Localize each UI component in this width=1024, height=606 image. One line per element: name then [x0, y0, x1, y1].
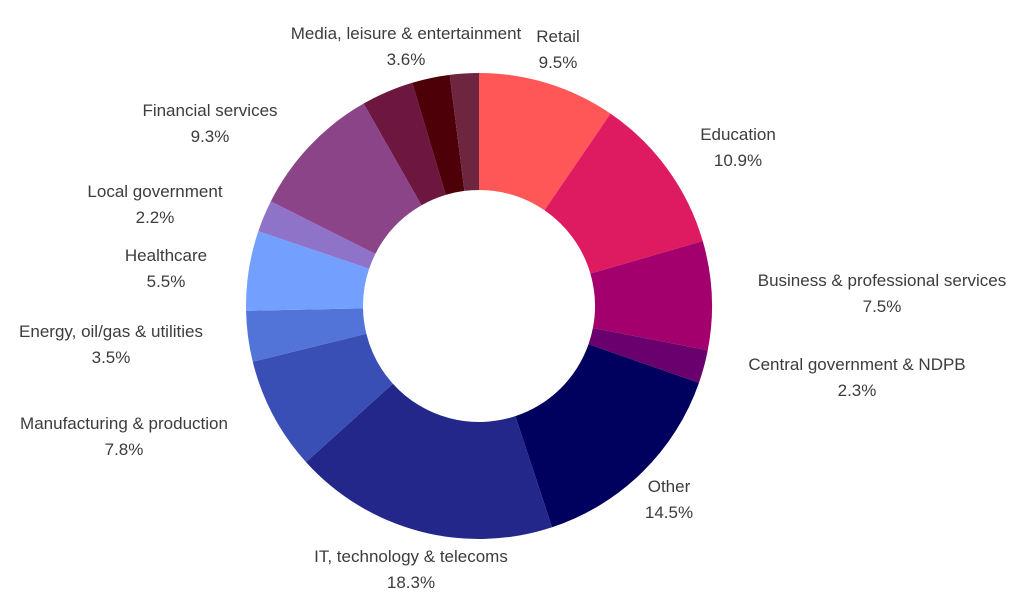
slice-label-local-government: Local government — [87, 182, 222, 201]
slice-value-media-leisure-and-entertainment: 3.6% — [387, 50, 426, 69]
slice-value-education: 10.9% — [714, 151, 762, 170]
slice-value-manufacturing-and-production: 7.8% — [105, 440, 144, 459]
slice-manufacturing-and-production — [252, 333, 393, 463]
slice-label-other: Other — [648, 477, 691, 496]
slice-business-and-professional-services — [590, 241, 712, 351]
slice-value-healthcare: 5.5% — [147, 272, 186, 291]
slice-label-it-technology-and-telecoms: IT, technology & telecoms — [314, 547, 508, 566]
slices-layer — [246, 73, 712, 539]
labels-layer: Retail 9.5% Education 10.9% Business & profe… — [19, 24, 1006, 592]
slice-it-technology-and-telecoms — [306, 383, 553, 539]
slice-label-financial-services: Financial services — [142, 101, 277, 120]
slice-label-education: Education — [700, 125, 776, 144]
slice-value-retail: 9.5% — [539, 53, 578, 72]
slice-value-energy-oil-gas-and-utilities: 3.5% — [92, 348, 131, 367]
slice-other — [515, 344, 699, 528]
slice-value-business-and-professional-services: 7.5% — [863, 297, 902, 316]
slice-label-central-government-and-ndpb: Central government & NDPB — [748, 355, 965, 374]
slice-label-retail: Retail — [536, 27, 579, 46]
slice-value-local-government: 2.2% — [136, 208, 175, 227]
slice-financial-services — [270, 103, 422, 254]
slice-value-central-government-and-ndpb: 2.3% — [838, 381, 877, 400]
slice-local-government — [258, 201, 376, 269]
slice-label-energy-oil-gas-and-utilities: Energy, oil/gas & utilities — [19, 322, 203, 341]
slice-unlabeled-13 — [449, 73, 479, 191]
slice-value-financial-services: 9.3% — [191, 127, 230, 146]
slice-label-manufacturing-and-production: Manufacturing & production — [20, 414, 228, 433]
slice-healthcare — [246, 231, 370, 311]
slice-label-media-leisure-and-entertainment: Media, leisure & entertainment — [291, 24, 522, 43]
slice-retail — [479, 73, 611, 211]
slice-value-it-technology-and-telecoms: 18.3% — [387, 573, 435, 592]
slice-education — [544, 113, 703, 274]
slice-unlabeled-12 — [412, 74, 465, 195]
slice-central-government-and-ndpb — [588, 328, 708, 383]
slice-value-other: 14.5% — [645, 503, 693, 522]
slice-media-leisure-and-entertainment — [363, 82, 446, 206]
slice-label-healthcare: Healthcare — [125, 246, 207, 265]
slice-label-business-and-professional-services: Business & professional services — [758, 271, 1007, 290]
slice-energy-oil-gas-and-utilities — [246, 308, 367, 362]
